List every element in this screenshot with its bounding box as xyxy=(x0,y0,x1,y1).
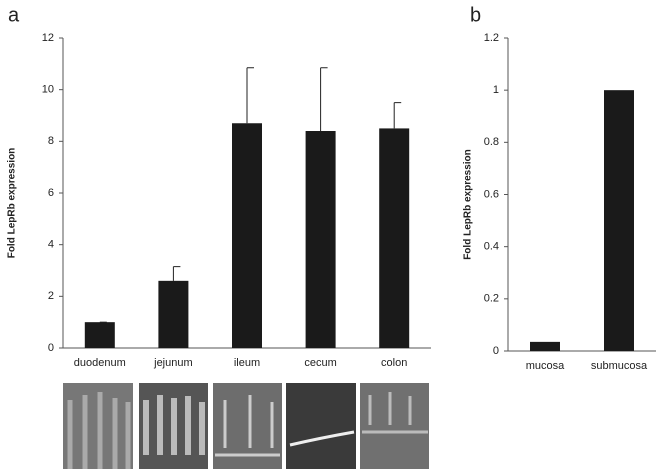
x-tick-label: duodenum xyxy=(74,357,126,369)
error-bar xyxy=(246,67,254,124)
x-tick-label: cecum xyxy=(304,357,336,369)
y-tick-label: 6 xyxy=(48,187,54,199)
y-axis-title: Fold LepRb expression xyxy=(463,149,474,260)
error-bar xyxy=(172,266,181,281)
x-tick-label: mucosa xyxy=(526,360,565,372)
y-tick-label: 2 xyxy=(48,290,54,302)
y-tick-label: 1.2 xyxy=(484,32,499,44)
bar xyxy=(232,123,262,348)
x-tick-label: submucosa xyxy=(591,360,648,372)
y-tick-label: 10 xyxy=(42,84,54,96)
y-tick-label: 0.6 xyxy=(484,188,499,200)
micrographs xyxy=(63,383,429,469)
x-tick-label: colon xyxy=(381,357,407,369)
panel-label: b xyxy=(470,4,481,26)
y-tick-label: 0 xyxy=(48,342,54,354)
error-bar xyxy=(393,102,402,129)
panel-label: a xyxy=(8,4,20,26)
villi xyxy=(67,392,131,469)
y-tick-label: 0 xyxy=(493,345,499,357)
y-axis-title: Fold LepRb expression xyxy=(7,148,18,259)
bar xyxy=(379,128,410,348)
bar xyxy=(84,322,115,348)
y-tick-label: 0.2 xyxy=(484,293,499,305)
y-tick-label: 1 xyxy=(493,84,499,96)
villi xyxy=(215,395,280,457)
y-tick-label: 8 xyxy=(48,135,54,147)
micrograph xyxy=(286,383,356,469)
y-tick-label: 0.8 xyxy=(484,136,499,148)
y-tick-label: 0.4 xyxy=(484,241,499,253)
y-tick-label: 4 xyxy=(48,239,54,251)
error-bar xyxy=(320,67,328,131)
x-tick-label: ileum xyxy=(234,357,260,369)
bar xyxy=(158,280,189,348)
y-tick-label: 12 xyxy=(42,32,54,44)
villi xyxy=(143,395,205,455)
villi xyxy=(362,392,428,434)
bar xyxy=(305,131,336,348)
muscle-layer xyxy=(289,430,355,447)
x-tick-label: jejunum xyxy=(153,357,193,369)
bar xyxy=(530,341,560,351)
bar xyxy=(604,90,634,352)
